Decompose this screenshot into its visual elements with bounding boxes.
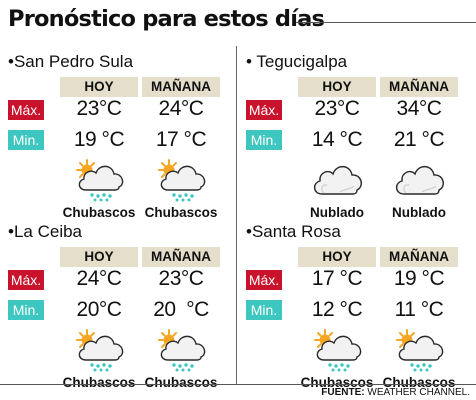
max-temp-today: 24°C: [76, 267, 122, 290]
header-tomorrow: MAÑANA: [142, 247, 220, 267]
partly-sunny-showers-icon: [72, 156, 128, 202]
city-panel-la-ceiba: •La Ceiba HOY MAÑANA Máx. Min. 24°C 23°C…: [4, 222, 234, 392]
min-label: Min.: [8, 300, 44, 320]
min-label: Min.: [8, 130, 44, 150]
condition-tomorrow: Chubascos: [382, 375, 456, 390]
max-label: Máx.: [246, 270, 282, 290]
min-temp-today: 19 °C: [73, 128, 125, 151]
partly-sunny-showers-icon: [154, 156, 210, 202]
header-today: HOY: [298, 77, 376, 97]
min-temp-today: 20°C: [76, 298, 122, 321]
city-name: • Tegucigalpa: [246, 52, 348, 71]
city-name: •San Pedro Sula: [8, 52, 134, 71]
max-temp-today: 23°C: [76, 97, 122, 120]
header-tomorrow: MAÑANA: [380, 247, 458, 267]
city-panel-tegucigalpa: • Tegucigalpa HOY MAÑANA Máx. Min. 23°C …: [242, 52, 472, 222]
condition-today: Chubascos: [62, 375, 136, 390]
max-temp-tomorrow: 23°C: [158, 267, 204, 290]
partly-sunny-showers-icon: [392, 326, 448, 372]
min-label: Min.: [246, 130, 282, 150]
city-panel-san-pedro-sula: •San Pedro Sula HOY MAÑANA Máx. Min. 23°…: [4, 52, 234, 222]
bottom-rule: [0, 384, 476, 385]
header-today: HOY: [298, 247, 376, 267]
condition-tomorrow: Chubascos: [144, 375, 218, 390]
page-title: Pronóstico para estos días: [8, 6, 325, 32]
condition-tomorrow: Chubascos: [144, 205, 218, 220]
min-temp-tomorrow: 11 °C: [394, 298, 444, 321]
condition-today: Nublado: [310, 205, 364, 220]
cloud-icon: [310, 156, 366, 202]
source-label: FUENTE:: [321, 387, 365, 398]
max-label: Máx.: [8, 270, 44, 290]
max-temp-tomorrow: 19 °C: [393, 267, 445, 290]
header-tomorrow: MAÑANA: [380, 77, 458, 97]
max-temp-today: 17 °C: [311, 267, 363, 290]
header-tomorrow: MAÑANA: [142, 77, 220, 97]
min-temp-today: 14 °C: [311, 128, 363, 151]
partly-sunny-showers-icon: [72, 326, 128, 372]
condition-today: Chubascos: [62, 205, 136, 220]
partly-sunny-showers-icon: [154, 326, 210, 372]
city-name: •La Ceiba: [8, 222, 83, 241]
condition-today: Chubascos: [300, 375, 374, 390]
header-today: HOY: [60, 77, 138, 97]
header-today: HOY: [60, 247, 138, 267]
city-name: •Santa Rosa: [246, 222, 341, 241]
min-temp-today: 12 °C: [311, 298, 363, 321]
source-credit: FUENTE: WEATHER CHANNEL.: [321, 387, 470, 398]
max-label: Máx.: [8, 100, 44, 120]
max-label: Máx.: [246, 100, 282, 120]
city-panel-santa-rosa: •Santa Rosa HOY MAÑANA Máx. Min. 17 °C 1…: [242, 222, 472, 392]
source-value: WEATHER CHANNEL.: [367, 387, 470, 398]
max-temp-tomorrow: 24°C: [158, 97, 204, 120]
min-temp-tomorrow: 21 °C: [393, 128, 445, 151]
max-temp-tomorrow: 34°C: [396, 97, 442, 120]
min-temp-tomorrow: 17 °C: [155, 128, 207, 151]
center-divider: [236, 46, 237, 384]
condition-tomorrow: Nublado: [392, 205, 446, 220]
min-temp-tomorrow: 20 °C: [153, 298, 209, 321]
title-rule: [296, 22, 476, 23]
cloud-icon: [392, 156, 448, 202]
max-temp-today: 23°C: [314, 97, 360, 120]
partly-sunny-showers-icon: [310, 326, 366, 372]
min-label: Min.: [246, 300, 282, 320]
